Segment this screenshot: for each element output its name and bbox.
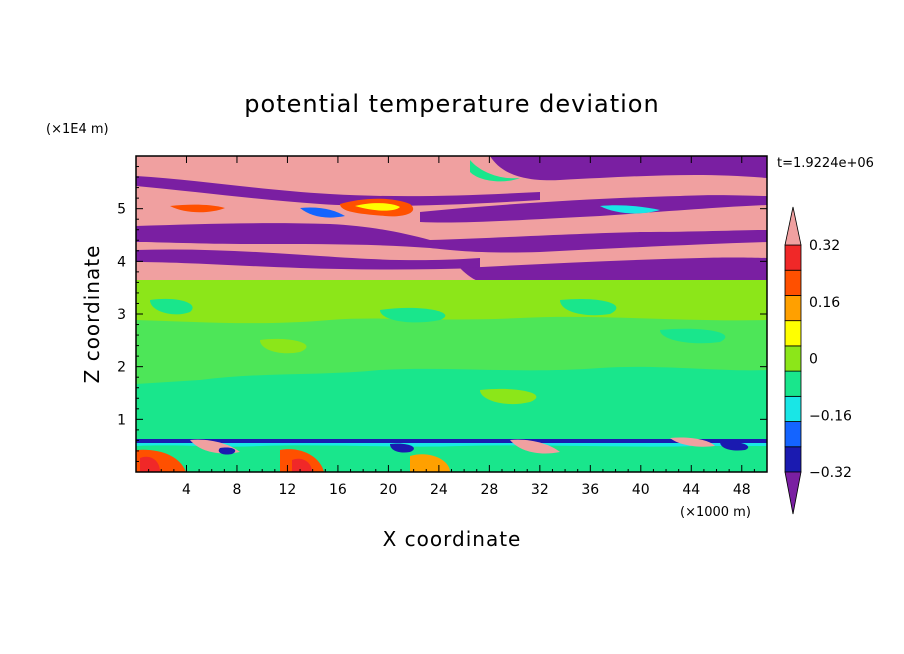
mid-spot-6: [480, 388, 537, 405]
x-tick-label: 12: [279, 482, 297, 498]
x-tick-label: 24: [430, 482, 448, 498]
x-tick-label: 20: [379, 482, 397, 498]
y-tick-label: 1: [117, 412, 126, 428]
low-warm-1-core: [140, 456, 160, 472]
mid-spot-1: [150, 298, 193, 315]
y-unit-label: (×1E4 m): [46, 122, 109, 137]
warm-patch-1-core: [355, 203, 400, 211]
x-tick-label: 4: [182, 482, 191, 498]
low-cold-3: [218, 447, 236, 455]
x-tick-label: 32: [531, 482, 549, 498]
colorbar-segment: [784, 345, 802, 372]
colorbar-max-triangle: [784, 206, 802, 246]
colorbar-tick-label: 0: [809, 352, 818, 368]
colorbar-min-triangle: [784, 471, 802, 515]
band-upper-left: [136, 176, 540, 206]
colorbar-tick-label: −0.32: [809, 465, 852, 481]
x-unit-label: (×1000 m): [680, 505, 751, 520]
colorbar-segment: [784, 370, 802, 397]
low-layer-interface: [136, 439, 767, 443]
chart-title: potential temperature deviation: [244, 90, 659, 118]
mid-spot-4: [660, 328, 726, 344]
colorbar-segment: [784, 395, 802, 422]
y-tick-label: 3: [117, 307, 126, 323]
colorbar-tick-label: −0.16: [809, 408, 852, 424]
colorbar-segment: [784, 320, 802, 347]
colorbar-segment: [784, 244, 802, 271]
low-pink-3: [670, 437, 715, 447]
cool-patch-3: [300, 207, 345, 218]
low-cold-2: [720, 441, 749, 451]
x-tick-label: 48: [733, 482, 751, 498]
low-cold-1: [390, 443, 414, 453]
y-tick-label: 2: [117, 360, 126, 376]
low-warm-2-core: [292, 458, 312, 472]
band-lower-left: [136, 249, 480, 270]
mid-spot-5: [260, 338, 307, 354]
contour-field: [136, 156, 767, 472]
y-axis-title: Z coordinate: [80, 245, 104, 384]
colorbar-tick-label: 0.32: [809, 238, 840, 254]
low-warm-3: [410, 454, 450, 472]
mid-spot-2: [380, 307, 446, 323]
x-tick-label: 16: [329, 482, 347, 498]
colorbar-segment: [784, 269, 802, 296]
band-middle-left: [136, 223, 430, 248]
time-label: t=1.9224e+06: [777, 156, 874, 171]
cool-patch-1: [600, 205, 660, 214]
band-lower-right: [460, 257, 767, 282]
colorbar-segment: [784, 295, 802, 322]
colorbar-segment: [784, 421, 802, 448]
band-middle-right: [430, 230, 767, 253]
colorbar-tick-label: 0.16: [809, 295, 840, 311]
x-tick-label: 40: [632, 482, 650, 498]
cool-patch-2: [470, 160, 520, 182]
y-tick-label: 5: [117, 202, 126, 218]
band-upper-right: [420, 195, 767, 223]
colorbar: 0.32 0.16 0 −0.16 −0.32: [784, 206, 852, 515]
x-tick-label: 36: [581, 482, 599, 498]
y-tick-label: 4: [117, 254, 126, 270]
mid-layer-cool-lower: [136, 366, 767, 440]
low-pink-2: [510, 439, 560, 454]
mid-spot-3: [560, 298, 617, 316]
warm-patch-2: [170, 204, 225, 213]
x-tick-label: 28: [480, 482, 498, 498]
x-axis-title: X coordinate: [383, 527, 522, 551]
x-tick-label: 44: [682, 482, 700, 498]
colorbar-segment: [784, 446, 802, 473]
x-tick-label: 8: [232, 482, 241, 498]
band-top-right: [490, 156, 767, 181]
